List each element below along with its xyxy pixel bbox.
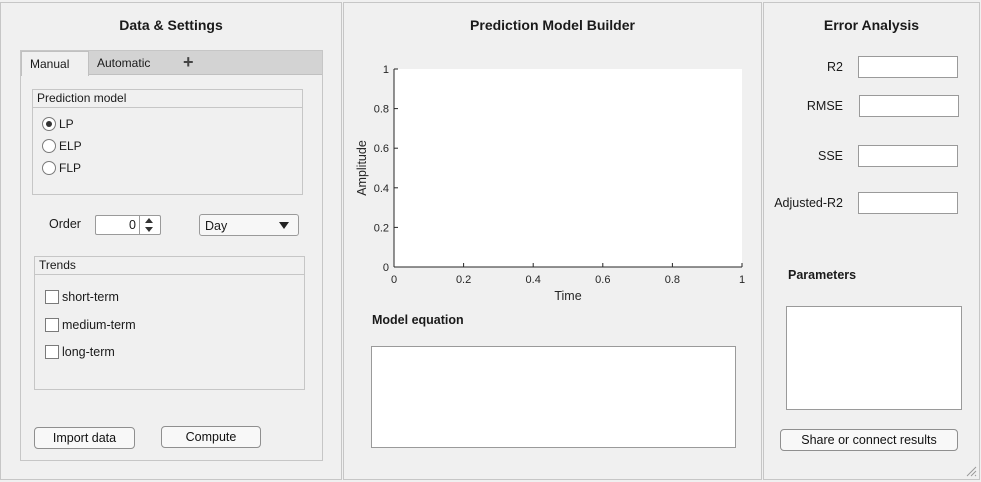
increment-icon[interactable] xyxy=(145,218,153,223)
order-label: Order xyxy=(49,217,81,231)
settings-tab-group: Manual Automatic + Prediction model LP E… xyxy=(20,50,323,461)
x-tick-label: 0.6 xyxy=(595,274,610,286)
prediction-builder-title: Prediction Model Builder xyxy=(470,17,635,33)
y-tick-label: 0.2 xyxy=(374,222,389,234)
import-data-button[interactable]: Import data xyxy=(34,427,135,449)
x-tick-label: 0.2 xyxy=(456,274,471,286)
radio-lp-button[interactable] xyxy=(42,117,56,131)
y-tick-label: 0.8 xyxy=(374,104,389,116)
order-value[interactable]: 0 xyxy=(129,218,136,232)
radio-elp-label: ELP xyxy=(59,139,82,153)
radio-lp-label: LP xyxy=(59,117,74,131)
medium-term-checkbox[interactable] xyxy=(45,318,59,332)
y-ticks: 0 0.2 0.4 0.6 0.8 1 xyxy=(374,64,398,274)
tab-automatic[interactable]: Automatic xyxy=(97,56,151,70)
sse-field[interactable] xyxy=(858,145,958,167)
short-term-checkbox[interactable] xyxy=(45,290,59,304)
sse-label: SSE xyxy=(817,149,843,163)
x-tick-label: 0.4 xyxy=(526,274,541,286)
add-tab-icon[interactable]: + xyxy=(183,52,194,72)
rmse-field[interactable] xyxy=(859,95,959,117)
x-axis-label: Time xyxy=(554,289,581,303)
x-ticks: 0 0.2 0.4 0.6 0.8 1 xyxy=(391,263,745,286)
resize-grip-icon[interactable] xyxy=(965,465,977,477)
x-tick-label: 0 xyxy=(391,274,397,286)
share-results-button[interactable]: Share or connect results xyxy=(780,429,958,451)
medium-term-label: medium-term xyxy=(62,318,136,332)
radio-flp[interactable]: FLP xyxy=(42,160,81,176)
order-spinner[interactable]: 0 xyxy=(95,215,161,235)
prediction-builder-panel: Prediction Model Builder 0 0.2 0.4 0.6 0.8 1 … xyxy=(343,2,762,480)
y-axis-label: Amplitude xyxy=(355,140,369,196)
check-long-term[interactable]: long-term xyxy=(45,344,115,360)
radio-elp[interactable]: ELP xyxy=(42,138,82,154)
model-equation-label: Model equation xyxy=(372,313,464,327)
trends-group: Trends short-term medium-term long-term xyxy=(34,256,305,390)
r2-field[interactable] xyxy=(858,56,958,78)
order-stepper[interactable] xyxy=(139,216,160,234)
long-term-checkbox[interactable] xyxy=(45,345,59,359)
error-analysis-panel: Error Analysis R2 RMSE SSE Adjusted-R2 P… xyxy=(763,2,980,480)
data-settings-title: Data & Settings xyxy=(119,17,223,33)
check-short-term[interactable]: short-term xyxy=(45,289,119,305)
data-settings-panel: Data & Settings Manual Automatic + Predi… xyxy=(0,2,342,480)
radio-flp-button[interactable] xyxy=(42,161,56,175)
x-tick-label: 0.8 xyxy=(665,274,680,286)
x-tick-label: 1 xyxy=(739,274,745,286)
tab-manual[interactable]: Manual xyxy=(21,51,89,76)
adjusted-r2-label: Adjusted-R2 xyxy=(774,196,843,210)
short-term-label: short-term xyxy=(62,290,119,304)
chevron-down-icon[interactable] xyxy=(279,222,289,229)
y-tick-label: 0.6 xyxy=(374,143,389,155)
parameters-textarea[interactable] xyxy=(786,306,962,410)
tab-strip: Manual Automatic + xyxy=(21,51,322,76)
y-tick-label: 0.4 xyxy=(374,183,389,195)
y-tick-label: 0 xyxy=(383,262,389,274)
radio-flp-label: FLP xyxy=(59,161,82,175)
plot-area xyxy=(394,69,742,267)
r2-label: R2 xyxy=(827,60,843,74)
error-analysis-title: Error Analysis xyxy=(823,17,920,33)
prediction-model-title: Prediction model xyxy=(33,90,302,108)
adjusted-r2-field[interactable] xyxy=(858,192,958,214)
model-equation-textarea[interactable] xyxy=(371,346,736,448)
parameters-label: Parameters xyxy=(788,268,857,282)
period-dropdown-value: Day xyxy=(205,219,228,233)
period-dropdown[interactable]: Day xyxy=(199,214,299,236)
check-medium-term[interactable]: medium-term xyxy=(45,317,136,333)
radio-lp[interactable]: LP xyxy=(42,116,74,132)
y-tick-label: 1 xyxy=(383,64,389,76)
prediction-model-group: Prediction model LP ELP FLP xyxy=(32,89,303,195)
long-term-label: long-term xyxy=(62,345,115,359)
radio-elp-button[interactable] xyxy=(42,139,56,153)
compute-button[interactable]: Compute xyxy=(161,426,261,448)
decrement-icon[interactable] xyxy=(145,227,153,232)
rmse-label: RMSE xyxy=(806,99,843,113)
trends-title: Trends xyxy=(35,257,304,275)
amplitude-chart[interactable]: 0 0.2 0.4 0.6 0.8 1 0 0.2 0.4 0.6 0.8 1 Time Ampli… xyxy=(344,3,761,323)
